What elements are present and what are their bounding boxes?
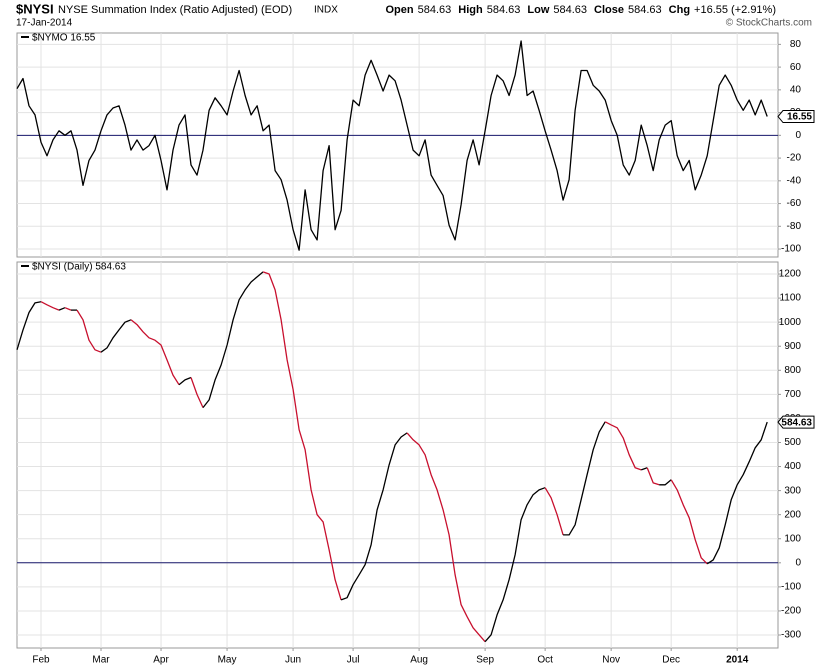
quote-value: 584.63 [553,4,587,16]
line-segment [76,309,102,353]
line-segment [604,421,642,471]
line-segment [340,432,408,601]
line-segment [16,301,42,350]
y-tick-label: 200 [784,509,801,520]
line-segment [64,307,72,311]
y-tick-label: 0 [795,557,801,568]
line-segment [484,487,546,643]
panel [16,32,779,258]
y-tick-label: -60 [787,198,802,209]
panel-title: $NYSI (Daily) 584.63 [32,262,126,273]
panel-title: $NYMO 16.55 [32,33,96,44]
y-tick-label: 800 [784,365,801,376]
x-tick-label: Oct [537,655,553,666]
date: 17-Jan-2014 [16,18,73,29]
quote-label: Open [385,4,413,16]
quote: Open 584.63 High 584.63 Low 584.63 Close 584.63… [385,4,776,16]
y-tick-label: -80 [787,221,802,232]
x-tick-label: Dec [662,655,680,666]
x-tick-label: Feb [32,655,50,666]
y-tick-label: -40 [787,175,802,186]
x-tick-label: 2014 [726,655,749,666]
y-tick-label: 40 [790,84,802,95]
y-tick-label: 500 [784,437,801,448]
line-segment [58,307,66,311]
line-segment [262,271,342,601]
line-segment [178,376,192,386]
quote-label: Chg [669,4,690,16]
y-tick-label: 80 [790,39,802,50]
quote-value: 584.63 [628,4,662,16]
line-segment [670,479,708,565]
y-tick-label: 400 [784,461,801,472]
x-tick-label: Sep [476,655,494,666]
y-tick-label: 60 [790,62,802,73]
line-segment [100,319,132,353]
line-segment [406,432,486,643]
exchange: INDX [314,5,338,16]
line-segment [16,40,768,251]
y-tick-label: 300 [784,485,801,496]
symbol: $NYSI [16,1,54,16]
x-tick-label: Apr [153,655,169,666]
panel [16,261,779,649]
quote-value: 584.63 [418,4,452,16]
copyright: © StockCharts.com [726,18,812,29]
line-segment [40,301,60,311]
x-tick-label: May [218,655,237,666]
line-segment [190,377,204,408]
y-tick-label: 900 [784,341,801,352]
index-name: NYSE Summation Index (Ratio Adjusted) (E… [58,4,292,16]
line-segment [544,487,564,536]
x-tick-label: Nov [602,655,620,666]
price-pointer [777,110,815,124]
line-segment [706,421,768,565]
price-label: 16.55 [787,112,812,123]
quote-value: +16.55 (+2.91%) [694,4,776,16]
line-segment [640,467,648,471]
x-tick-label: Aug [410,655,428,666]
x-tick-label: Jul [347,655,360,666]
y-tick-label: 1000 [779,317,802,328]
line-segment [130,319,180,386]
y-tick-label: -20 [787,153,802,164]
quote-value: 584.63 [487,4,521,16]
y-tick-label: 1200 [779,269,802,280]
quote-label: Close [594,4,624,16]
quote-label: Low [527,4,549,16]
y-tick-label: -300 [781,630,801,641]
y-tick-label: -200 [781,606,801,617]
x-tick-label: Mar [92,655,110,666]
line-segment [563,421,606,536]
y-tick-label: 1100 [779,293,801,304]
y-tick-label: 100 [784,533,801,544]
line-segment [646,467,660,486]
price-label: 584.63 [781,417,812,428]
line-segment [202,271,264,409]
quote-label: High [458,4,483,16]
y-tick-label: 0 [795,130,801,141]
y-tick-label: -100 [781,582,801,593]
y-tick-label: 700 [784,389,801,400]
line-segment [659,479,672,486]
price-pointer [777,415,815,429]
x-tick-label: Jun [285,655,301,666]
y-tick-label: -100 [781,244,801,255]
